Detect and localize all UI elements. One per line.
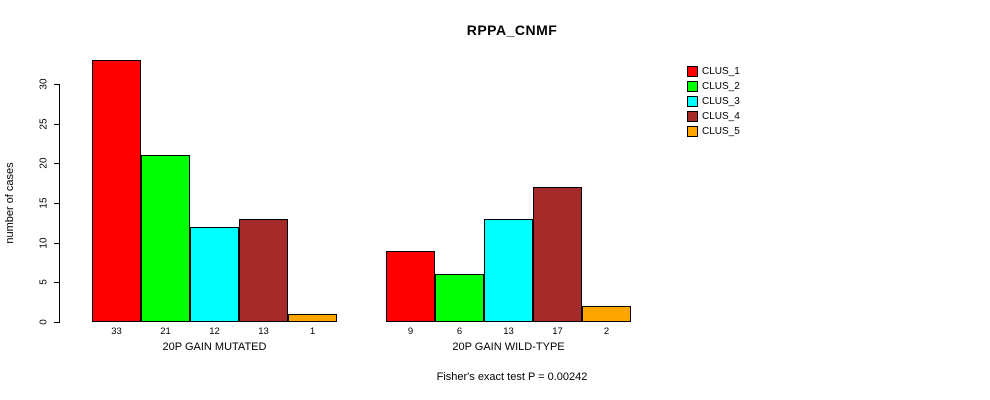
legend-item-clus_3: CLUS_3 bbox=[687, 94, 740, 109]
legend-label: CLUS_1 bbox=[702, 66, 740, 77]
y-axis-tick bbox=[54, 163, 59, 164]
y-axis-tick bbox=[54, 322, 59, 323]
y-axis-tick bbox=[54, 243, 59, 244]
bar-value-label: 9 bbox=[407, 326, 414, 337]
bar-value-label: 13 bbox=[503, 326, 514, 337]
y-axis-tick bbox=[54, 203, 59, 204]
bar-clus_1-group2 bbox=[386, 251, 435, 322]
legend-item-clus_1: CLUS_1 bbox=[687, 64, 740, 79]
bar-clus_5-group1 bbox=[288, 314, 337, 322]
legend-label: CLUS_3 bbox=[702, 96, 740, 107]
legend-swatch-icon bbox=[687, 81, 698, 92]
legend-label: CLUS_5 bbox=[702, 126, 740, 137]
y-axis-tick-label: 20 bbox=[38, 157, 50, 169]
legend-swatch-icon bbox=[687, 96, 698, 107]
y-axis-tick bbox=[54, 84, 59, 85]
legend-swatch-icon bbox=[687, 66, 698, 77]
bar-value-label: 2 bbox=[603, 326, 610, 337]
y-axis-tick bbox=[54, 282, 59, 283]
bar-value-label: 6 bbox=[456, 326, 463, 337]
bar-value-label: 21 bbox=[160, 326, 171, 337]
bar-clus_4-group2 bbox=[533, 187, 582, 322]
bar-value-label: 13 bbox=[258, 326, 269, 337]
legend-item-clus_4: CLUS_4 bbox=[687, 109, 740, 124]
y-axis-line bbox=[59, 84, 60, 323]
legend-swatch-icon bbox=[687, 111, 698, 122]
bar-clus_2-group1 bbox=[141, 155, 190, 322]
bar-clus_2-group2 bbox=[435, 274, 484, 322]
bar-clus_3-group2 bbox=[484, 219, 533, 322]
fisher-test-annotation: Fisher's exact test P = 0.00242 bbox=[436, 371, 588, 383]
y-axis-tick bbox=[54, 124, 59, 125]
bar-value-label: 17 bbox=[552, 326, 563, 337]
bar-clus_4-group1 bbox=[239, 219, 288, 322]
legend-item-clus_5: CLUS_5 bbox=[687, 124, 740, 139]
x-axis-group-label: 20P GAIN MUTATED bbox=[162, 341, 267, 353]
y-axis-label: number of cases bbox=[4, 162, 16, 244]
y-axis-tick-label: 10 bbox=[38, 237, 50, 249]
bar-value-label: 33 bbox=[111, 326, 122, 337]
bar-clus_3-group1 bbox=[190, 227, 239, 322]
legend-label: CLUS_4 bbox=[702, 111, 740, 122]
x-axis-group-label: 20P GAIN WILD-TYPE bbox=[452, 341, 565, 353]
bar-clus_1-group1 bbox=[92, 60, 141, 322]
y-axis-tick-label: 30 bbox=[38, 78, 50, 90]
bar-clus_5-group2 bbox=[582, 306, 631, 322]
legend-item-clus_2: CLUS_2 bbox=[687, 79, 740, 94]
y-axis-tick-label: 0 bbox=[38, 319, 50, 325]
bar-value-label: 12 bbox=[209, 326, 220, 337]
legend-label: CLUS_2 bbox=[702, 81, 740, 92]
y-axis-tick-label: 15 bbox=[38, 197, 50, 209]
bar-value-label: 1 bbox=[309, 326, 316, 337]
chart-title: RPPA_CNMF bbox=[466, 22, 558, 38]
y-axis-tick-label: 25 bbox=[38, 118, 50, 130]
legend: CLUS_1 CLUS_2 CLUS_3 CLUS_4 CLUS_5 bbox=[687, 64, 740, 139]
legend-swatch-icon bbox=[687, 126, 698, 137]
y-axis-tick-label: 5 bbox=[38, 279, 50, 285]
